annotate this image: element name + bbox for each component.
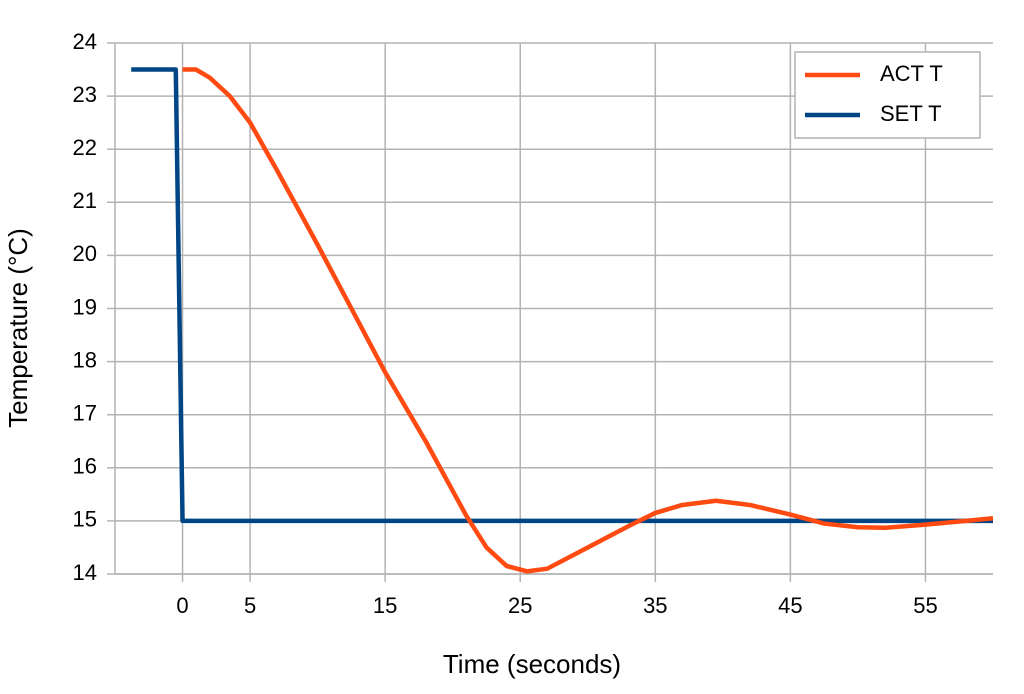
- x-tick-label: 0: [176, 593, 188, 618]
- legend-label: SET T: [880, 101, 942, 126]
- y-tick-label: 16: [73, 454, 97, 479]
- y-tick-label: 15: [73, 507, 97, 532]
- legend-box: [794, 51, 981, 139]
- x-tick-label: 25: [508, 593, 532, 618]
- y-tick-label: 23: [73, 82, 97, 107]
- x-axis-label: Time (seconds): [443, 649, 621, 679]
- plot-area: [131, 67, 994, 574]
- x-tick-label: 55: [913, 593, 937, 618]
- x-tick-label: 35: [643, 593, 667, 618]
- y-tick-label: 24: [73, 29, 97, 54]
- y-tick-label: 22: [73, 135, 97, 160]
- series-line: [131, 67, 993, 524]
- y-tick-label: 19: [73, 294, 97, 319]
- legend-label: ACT T: [880, 61, 943, 86]
- y-tick-label: 20: [73, 241, 97, 266]
- x-tick-label: 15: [373, 593, 397, 618]
- x-tick-label: 5: [244, 593, 256, 618]
- series-line: [182, 67, 994, 574]
- y-tick-label: 18: [73, 347, 97, 372]
- y-tick-label: 21: [73, 188, 97, 213]
- x-tick-label: 45: [778, 593, 802, 618]
- y-tick-label: 17: [73, 401, 97, 426]
- y-axis-label: Temperature (°C): [3, 228, 33, 428]
- y-tick-label: 14: [73, 560, 97, 585]
